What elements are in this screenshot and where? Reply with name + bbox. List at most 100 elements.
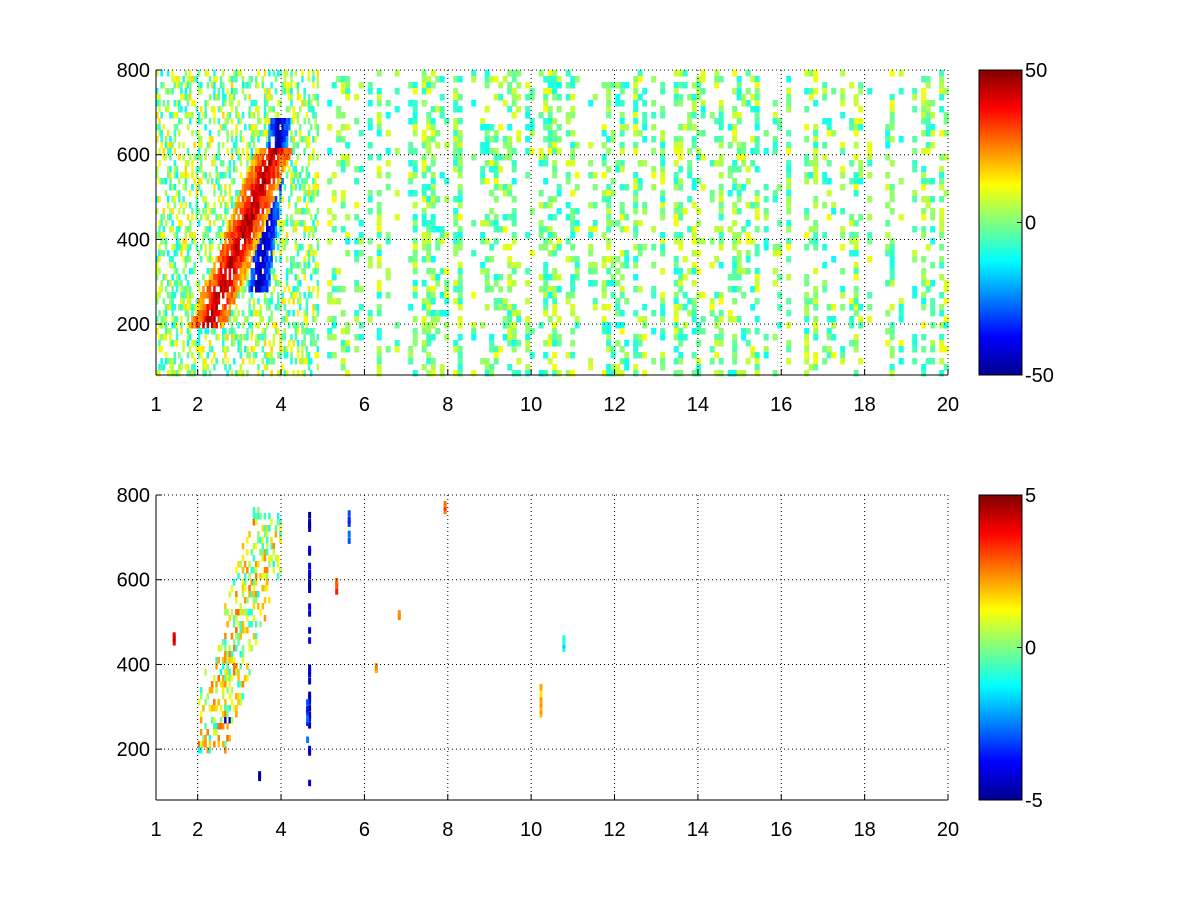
heatmap-cell — [516, 130, 522, 137]
heatmap-cell — [233, 76, 236, 83]
heatmap-cell — [912, 286, 918, 293]
heatmap-cell — [263, 88, 267, 95]
heatmap-cell — [493, 280, 499, 287]
heatmap-cell — [511, 76, 517, 83]
heatmap-cell — [307, 118, 311, 125]
heatmap-cell — [453, 76, 459, 83]
heatmap-cell — [213, 364, 216, 371]
heatmap-cell — [525, 280, 531, 287]
heatmap-cell — [754, 274, 760, 281]
heatmap-cell — [430, 136, 436, 143]
heatmap-cell — [235, 112, 238, 119]
heatmap-cell — [241, 543, 245, 550]
heatmap-cell — [813, 178, 819, 185]
heatmap-cell — [248, 238, 251, 245]
heatmap-cell — [444, 142, 450, 149]
heatmap-cell — [268, 238, 271, 245]
heatmap-cell — [538, 274, 544, 281]
heatmap-cell — [804, 160, 810, 167]
heatmap-cell — [189, 322, 192, 329]
heatmap-cell — [178, 244, 181, 251]
heatmap-cell — [224, 334, 227, 341]
heatmap-cell — [516, 106, 522, 113]
heatmap-cell — [457, 148, 463, 155]
heatmap-cell — [164, 334, 168, 341]
heatmap-cell — [274, 184, 278, 191]
heatmap-cell — [885, 154, 891, 161]
heatmap-cell — [263, 549, 267, 556]
heatmap-cell — [552, 166, 558, 173]
heatmap-cell — [230, 88, 234, 95]
heatmap-cell — [732, 166, 738, 173]
heatmap-cell — [160, 136, 163, 143]
heatmap-cell — [237, 112, 240, 119]
heatmap-cell — [853, 244, 859, 251]
heatmap-cell — [290, 256, 293, 263]
heatmap-cell — [511, 328, 517, 335]
heatmap-cell — [732, 232, 738, 239]
heatmap-cell — [279, 70, 282, 77]
heatmap-cell — [237, 334, 240, 341]
heatmap-cell — [266, 274, 269, 281]
heatmap-cell — [197, 154, 201, 161]
heatmap-cell — [257, 82, 260, 89]
heatmap-cell — [745, 238, 751, 245]
heatmap-cell — [237, 561, 240, 568]
heatmap-cell — [241, 334, 245, 341]
heatmap-cell — [678, 100, 684, 107]
heatmap-cell — [457, 136, 463, 143]
heatmap-cell — [204, 292, 207, 299]
heatmap-cell — [248, 310, 251, 317]
heatmap-cell — [453, 220, 459, 227]
heatmap-cell — [308, 715, 312, 722]
heatmap-cell — [281, 226, 284, 233]
heatmap-cell — [175, 226, 179, 233]
heatmap-cell — [426, 304, 432, 311]
heatmap-cell — [235, 567, 238, 574]
heatmap-cell — [853, 184, 859, 191]
heatmap-cell — [606, 208, 612, 215]
heatmap-cell — [552, 298, 558, 305]
heatmap-cell — [678, 352, 684, 359]
heatmap-cell — [673, 358, 679, 365]
heatmap-cell — [270, 244, 273, 251]
heatmap-cell — [741, 334, 747, 341]
heatmap-cell — [237, 621, 240, 628]
heatmap-cell — [243, 561, 247, 568]
heatmap-cell — [700, 88, 706, 95]
heatmap-cell — [248, 208, 251, 215]
heatmap-cell — [453, 214, 459, 221]
heatmap-cell — [184, 202, 188, 209]
heatmap-cell — [808, 238, 814, 245]
heatmap-cell — [606, 166, 612, 173]
heatmap-cell — [180, 88, 183, 95]
heatmap-cell — [565, 130, 571, 137]
heatmap-cell — [213, 316, 216, 323]
heatmap-cell — [215, 687, 218, 694]
heatmap-cell — [678, 268, 684, 275]
heatmap-cell — [840, 172, 846, 179]
heatmap-cell — [570, 190, 576, 197]
heatmap-cell — [601, 280, 607, 287]
heatmap-cell — [250, 208, 254, 215]
heatmap-cell — [327, 334, 333, 341]
heatmap-cell — [268, 136, 271, 143]
heatmap-cell — [246, 214, 249, 221]
heatmap-cell — [219, 280, 223, 287]
heatmap-cell — [412, 112, 418, 119]
heatmap-cell — [314, 94, 317, 101]
heatmap-cell — [547, 196, 553, 203]
heatmap-cell — [732, 88, 738, 95]
heatmap-cell — [727, 142, 733, 149]
heatmap-cell — [314, 262, 317, 269]
heatmap-cell — [228, 705, 231, 712]
heatmap-cell — [217, 268, 221, 275]
heatmap-cell — [307, 94, 311, 101]
heatmap-cell — [294, 226, 298, 233]
heatmap-cell — [457, 172, 463, 179]
heatmap-cell — [624, 82, 630, 89]
heatmap-cell — [750, 286, 756, 293]
heatmap-cell — [195, 202, 199, 209]
heatmap-cell — [786, 256, 792, 263]
heatmap-cell — [226, 705, 229, 712]
